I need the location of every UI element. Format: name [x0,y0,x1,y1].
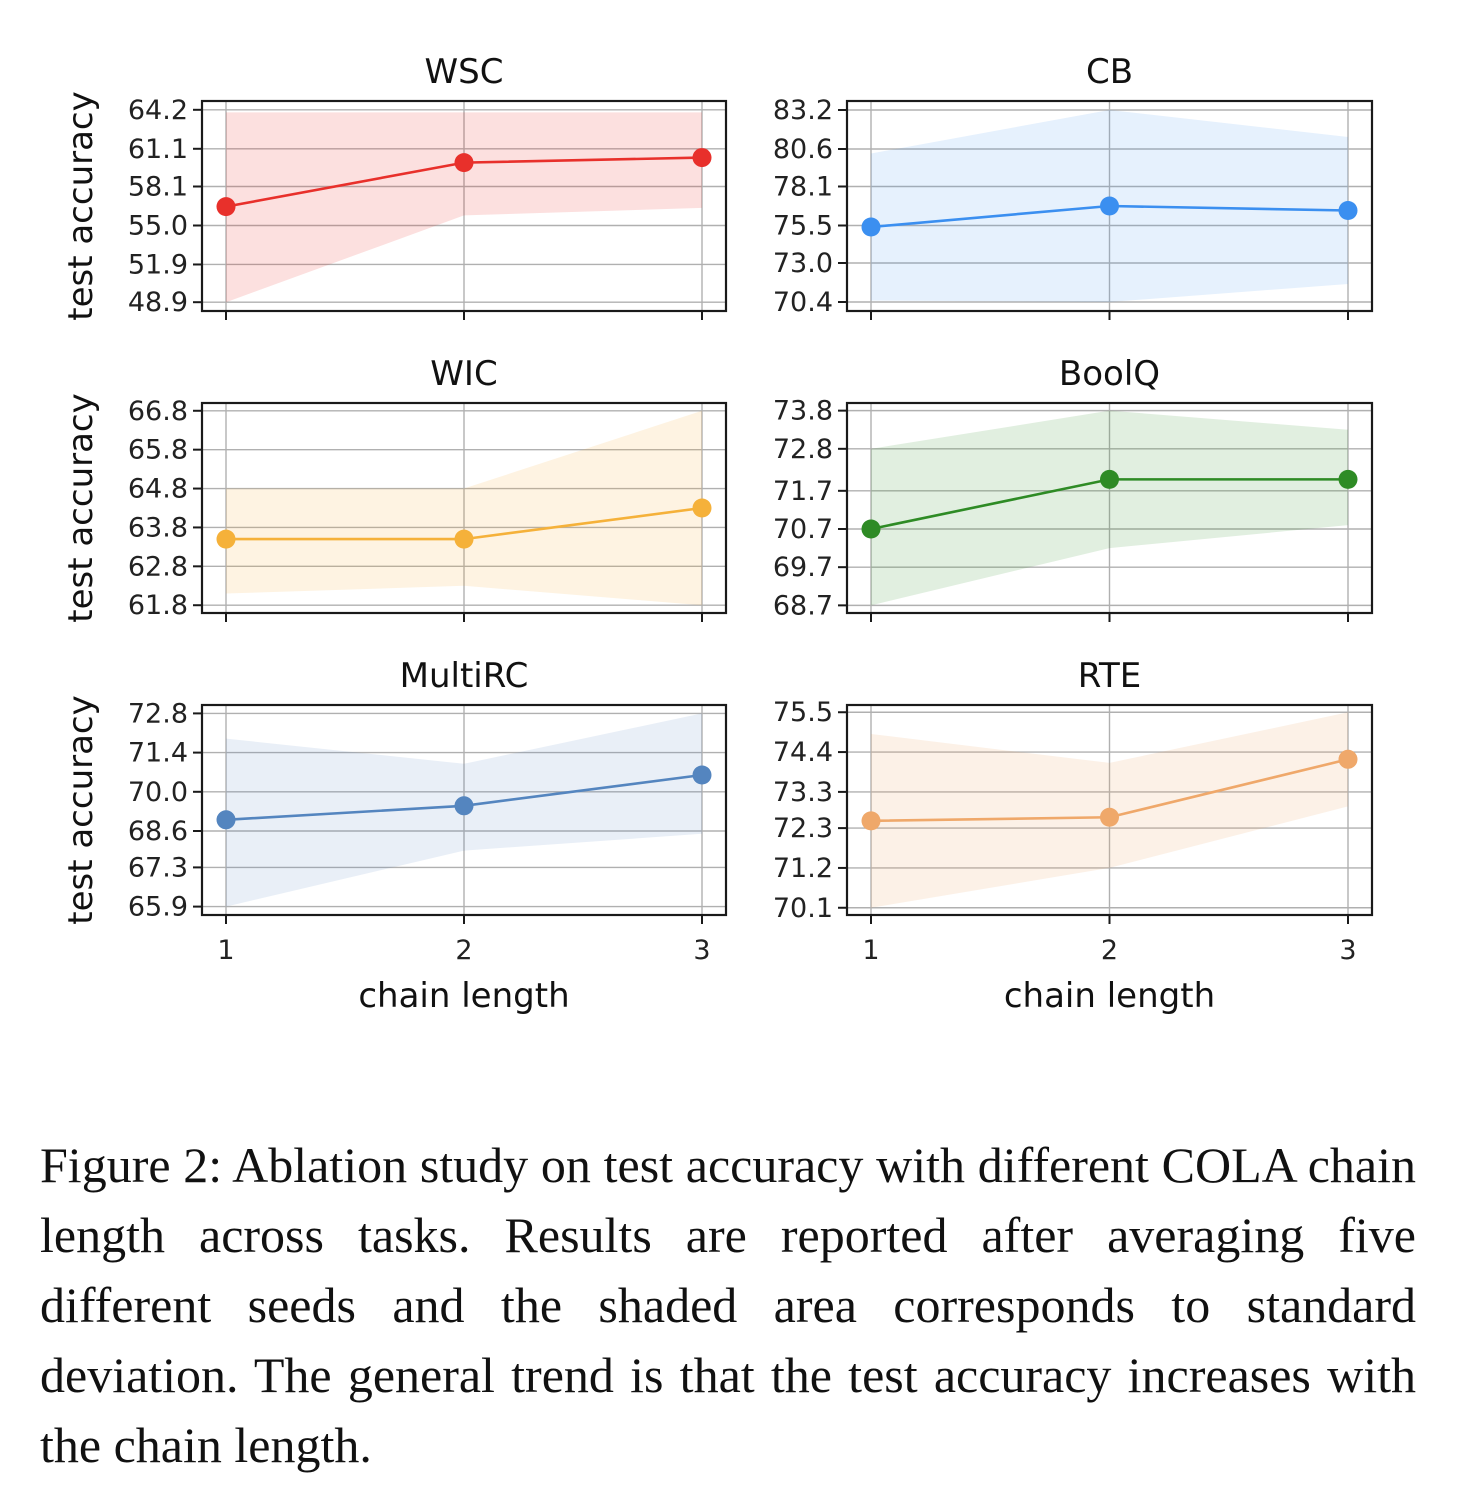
y-tick-label: 65.8 [128,435,188,466]
data-point [454,796,474,816]
data-point [1100,469,1119,489]
subplot-title: WSC [425,52,504,92]
data-point [692,498,712,518]
data-point [454,153,474,173]
y-tick-label: 78.1 [773,172,833,203]
y-tick-label: 61.1 [128,134,188,165]
data-point [1338,201,1358,220]
subplot-boolq: 73.8 72.8 71.7 70.7 69.7 68.7 BoolQ [773,354,1374,622]
y-tick-label: 72.8 [773,434,833,465]
y-tick-label: 71.4 [128,738,188,769]
x-tick-label: 2 [455,935,472,966]
data-point [692,148,712,168]
y-tick-label: 70.7 [773,514,833,545]
y-tick-label: 64.2 [128,95,188,126]
data-point [454,529,474,549]
subplot-title: RTE [1078,656,1141,696]
figure: 64.2 61.1 58.1 55.0 51.9 48.9 WSC test accuracy… [61,52,1374,1016]
data-point [1338,469,1358,489]
subplot-title: CB [1086,52,1133,92]
subplot-title: BoolQ [1059,354,1160,394]
y-tick-label: 63.8 [128,512,188,543]
y-tick-label: 71.2 [773,853,833,884]
y-tick-label: 55.0 [128,210,188,241]
y-tick-label: 73.8 [773,396,833,427]
std-band [871,410,1348,606]
x-tick-label: 3 [693,935,710,966]
y-tick-label: 72.3 [773,813,833,844]
data-point [1100,807,1119,827]
subplot-multirc: 72.8 71.4 70.0 68.6 67.3 65.9 1 2 3 MultiRC chain … [61,656,728,1016]
x-tick-label: 1 [217,935,234,966]
data-point [861,811,881,831]
y-tick-label: 48.9 [128,287,188,318]
y-axis-label: test accuracy [61,695,101,925]
y-tick-label: 65.9 [128,892,188,923]
data-point [692,765,712,785]
x-tick-label: 1 [862,935,879,966]
y-tick-label: 68.7 [773,590,833,621]
y-tick-label: 67.3 [128,852,188,883]
y-tick-label: 64.8 [128,474,188,505]
data-point [216,529,236,549]
data-point [861,217,881,237]
y-tick-label: 70.4 [773,287,833,318]
y-tick-label: 62.8 [128,551,188,582]
x-tick-label: 2 [1101,935,1118,966]
y-tick-label: 75.5 [773,211,833,242]
y-tick-label: 74.4 [773,737,833,768]
data-point [1100,196,1119,216]
y-tick-label: 70.0 [128,777,188,808]
figure-caption: Figure 2: Ablation study on test accurac… [40,1137,1416,1473]
subplot-title: MultiRC [400,656,529,696]
y-tick-label: 69.7 [773,552,833,583]
y-tick-label: 58.1 [128,172,188,203]
data-point [216,810,236,830]
y-tick-label: 51.9 [128,249,188,280]
subplot-wsc: 64.2 61.1 58.1 55.0 51.9 48.9 WSC test accuracy [61,52,728,321]
y-tick-label: 75.5 [773,697,833,728]
subplot-rte: 75.5 74.4 73.3 72.3 71.2 70.1 1 2 3 RTE chain leng… [773,656,1374,1016]
y-tick-label: 71.7 [773,476,833,507]
y-tick-label: 68.6 [128,816,188,847]
y-axis-label: test accuracy [61,91,101,321]
x-axis-label: chain length [1004,976,1215,1016]
y-tick-label: 70.1 [773,893,833,924]
y-tick-label: 66.8 [128,396,188,427]
subplot-title: WIC [430,354,497,394]
y-tick-label: 80.6 [773,134,833,165]
y-tick-label: 73.0 [773,248,833,279]
y-axis-label: test accuracy [61,393,101,623]
x-tick-label: 3 [1339,935,1356,966]
y-tick-label: 61.8 [128,590,188,621]
std-band [226,410,702,606]
x-axis-label: chain length [358,976,569,1016]
data-point [216,197,236,217]
y-tick-label: 73.3 [773,777,833,808]
subplot-cb: 83.2 80.6 78.1 75.5 73.0 70.4 CB [773,52,1374,320]
y-tick-label: 72.8 [128,698,188,729]
data-point [861,519,881,539]
data-point [1338,749,1358,769]
y-tick-label: 83.2 [773,95,833,126]
subplot-wic: 66.8 65.8 64.8 63.8 62.8 61.8 WIC test accuracy [61,354,728,623]
